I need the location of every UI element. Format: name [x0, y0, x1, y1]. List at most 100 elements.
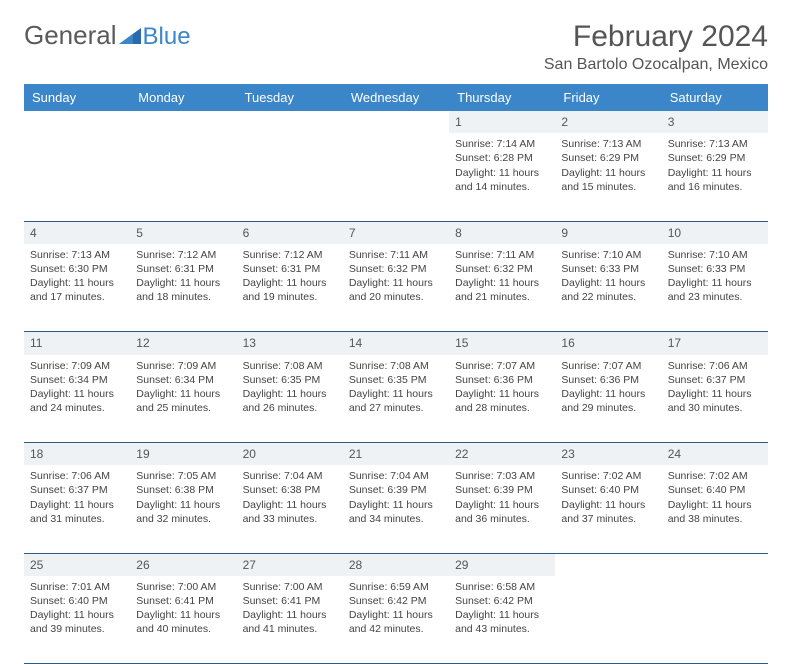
day-number: 22	[449, 443, 555, 466]
sunrise-text: Sunrise: 7:12 AM	[243, 248, 337, 262]
dow-sat: Saturday	[662, 84, 768, 111]
day-number	[130, 111, 236, 133]
sunrise-text: Sunrise: 7:07 AM	[455, 359, 549, 373]
week-row: Sunrise: 7:13 AMSunset: 6:30 PMDaylight:…	[24, 244, 768, 332]
day-number: 27	[237, 553, 343, 576]
daylight-text: and 22 minutes.	[561, 290, 655, 304]
sunrise-text: Sunrise: 7:09 AM	[136, 359, 230, 373]
daylight-text: Daylight: 11 hours	[30, 608, 124, 622]
sunset-text: Sunset: 6:40 PM	[561, 483, 655, 497]
daynum-row: 2526272829	[24, 553, 768, 576]
daylight-text: and 38 minutes.	[668, 512, 762, 526]
day-number: 21	[343, 443, 449, 466]
sunset-text: Sunset: 6:31 PM	[243, 262, 337, 276]
day-number: 28	[343, 553, 449, 576]
day-cell: Sunrise: 7:12 AMSunset: 6:31 PMDaylight:…	[237, 244, 343, 332]
day-number	[662, 553, 768, 576]
daylight-text: and 33 minutes.	[243, 512, 337, 526]
daylight-text: Daylight: 11 hours	[243, 498, 337, 512]
daylight-text: and 19 minutes.	[243, 290, 337, 304]
day-number: 8	[449, 221, 555, 244]
daylight-text: Daylight: 11 hours	[561, 387, 655, 401]
day-number	[237, 111, 343, 133]
daylight-text: Daylight: 11 hours	[30, 498, 124, 512]
daylight-text: and 14 minutes.	[455, 180, 549, 194]
day-cell	[237, 133, 343, 221]
daylight-text: and 24 minutes.	[30, 401, 124, 415]
daylight-text: and 17 minutes.	[30, 290, 124, 304]
sunset-text: Sunset: 6:32 PM	[455, 262, 549, 276]
day-number: 15	[449, 332, 555, 355]
sunrise-text: Sunrise: 7:04 AM	[349, 469, 443, 483]
day-number: 1	[449, 111, 555, 133]
sunset-text: Sunset: 6:33 PM	[561, 262, 655, 276]
daylight-text: Daylight: 11 hours	[136, 498, 230, 512]
day-cell: Sunrise: 7:09 AMSunset: 6:34 PMDaylight:…	[24, 355, 130, 443]
daylight-text: and 26 minutes.	[243, 401, 337, 415]
header: General Blue February 2024 San Bartolo O…	[24, 20, 768, 74]
sunrise-text: Sunrise: 7:05 AM	[136, 469, 230, 483]
sunset-text: Sunset: 6:37 PM	[668, 373, 762, 387]
daylight-text: Daylight: 11 hours	[243, 276, 337, 290]
sunrise-text: Sunrise: 7:09 AM	[30, 359, 124, 373]
day-cell: Sunrise: 6:59 AMSunset: 6:42 PMDaylight:…	[343, 576, 449, 664]
sunset-text: Sunset: 6:32 PM	[349, 262, 443, 276]
sunset-text: Sunset: 6:37 PM	[30, 483, 124, 497]
sunrise-text: Sunrise: 7:02 AM	[561, 469, 655, 483]
sunset-text: Sunset: 6:35 PM	[349, 373, 443, 387]
daylight-text: and 39 minutes.	[30, 622, 124, 636]
sunset-text: Sunset: 6:39 PM	[455, 483, 549, 497]
day-number: 19	[130, 443, 236, 466]
sunset-text: Sunset: 6:39 PM	[349, 483, 443, 497]
sunset-text: Sunset: 6:36 PM	[455, 373, 549, 387]
week-row: Sunrise: 7:06 AMSunset: 6:37 PMDaylight:…	[24, 465, 768, 553]
sunset-text: Sunset: 6:38 PM	[243, 483, 337, 497]
sunset-text: Sunset: 6:41 PM	[243, 594, 337, 608]
day-cell: Sunrise: 7:04 AMSunset: 6:38 PMDaylight:…	[237, 465, 343, 553]
day-cell	[555, 576, 661, 664]
dow-header-row: Sunday Monday Tuesday Wednesday Thursday…	[24, 84, 768, 111]
daylight-text: Daylight: 11 hours	[243, 608, 337, 622]
day-number: 13	[237, 332, 343, 355]
logo: General Blue	[24, 20, 191, 51]
daylight-text: Daylight: 11 hours	[668, 498, 762, 512]
day-cell: Sunrise: 7:13 AMSunset: 6:30 PMDaylight:…	[24, 244, 130, 332]
day-cell: Sunrise: 7:02 AMSunset: 6:40 PMDaylight:…	[662, 465, 768, 553]
daylight-text: and 34 minutes.	[349, 512, 443, 526]
day-cell: Sunrise: 7:09 AMSunset: 6:34 PMDaylight:…	[130, 355, 236, 443]
calendar-table: Sunday Monday Tuesday Wednesday Thursday…	[24, 84, 768, 664]
daylight-text: and 15 minutes.	[561, 180, 655, 194]
sunset-text: Sunset: 6:31 PM	[136, 262, 230, 276]
day-number: 4	[24, 221, 130, 244]
week-row: Sunrise: 7:14 AMSunset: 6:28 PMDaylight:…	[24, 133, 768, 221]
daylight-text: Daylight: 11 hours	[668, 276, 762, 290]
day-number: 14	[343, 332, 449, 355]
daylight-text: Daylight: 11 hours	[136, 276, 230, 290]
sunrise-text: Sunrise: 7:01 AM	[30, 580, 124, 594]
dow-mon: Monday	[130, 84, 236, 111]
daylight-text: and 31 minutes.	[30, 512, 124, 526]
sunset-text: Sunset: 6:34 PM	[136, 373, 230, 387]
day-cell: Sunrise: 6:58 AMSunset: 6:42 PMDaylight:…	[449, 576, 555, 664]
daylight-text: Daylight: 11 hours	[455, 498, 549, 512]
daylight-text: and 28 minutes.	[455, 401, 549, 415]
day-number: 25	[24, 553, 130, 576]
day-cell: Sunrise: 7:12 AMSunset: 6:31 PMDaylight:…	[130, 244, 236, 332]
day-number: 11	[24, 332, 130, 355]
sunset-text: Sunset: 6:34 PM	[30, 373, 124, 387]
sunset-text: Sunset: 6:38 PM	[136, 483, 230, 497]
day-cell: Sunrise: 7:05 AMSunset: 6:38 PMDaylight:…	[130, 465, 236, 553]
sunrise-text: Sunrise: 7:13 AM	[561, 137, 655, 151]
day-cell: Sunrise: 7:11 AMSunset: 6:32 PMDaylight:…	[449, 244, 555, 332]
sunrise-text: Sunrise: 7:03 AM	[455, 469, 549, 483]
day-cell: Sunrise: 7:06 AMSunset: 6:37 PMDaylight:…	[662, 355, 768, 443]
day-cell: Sunrise: 7:10 AMSunset: 6:33 PMDaylight:…	[555, 244, 661, 332]
day-number	[343, 111, 449, 133]
day-cell: Sunrise: 7:02 AMSunset: 6:40 PMDaylight:…	[555, 465, 661, 553]
dow-thu: Thursday	[449, 84, 555, 111]
day-number: 26	[130, 553, 236, 576]
logo-text-blue: Blue	[143, 23, 191, 51]
daylight-text: Daylight: 11 hours	[561, 166, 655, 180]
daynum-row: 11121314151617	[24, 332, 768, 355]
dow-wed: Wednesday	[343, 84, 449, 111]
